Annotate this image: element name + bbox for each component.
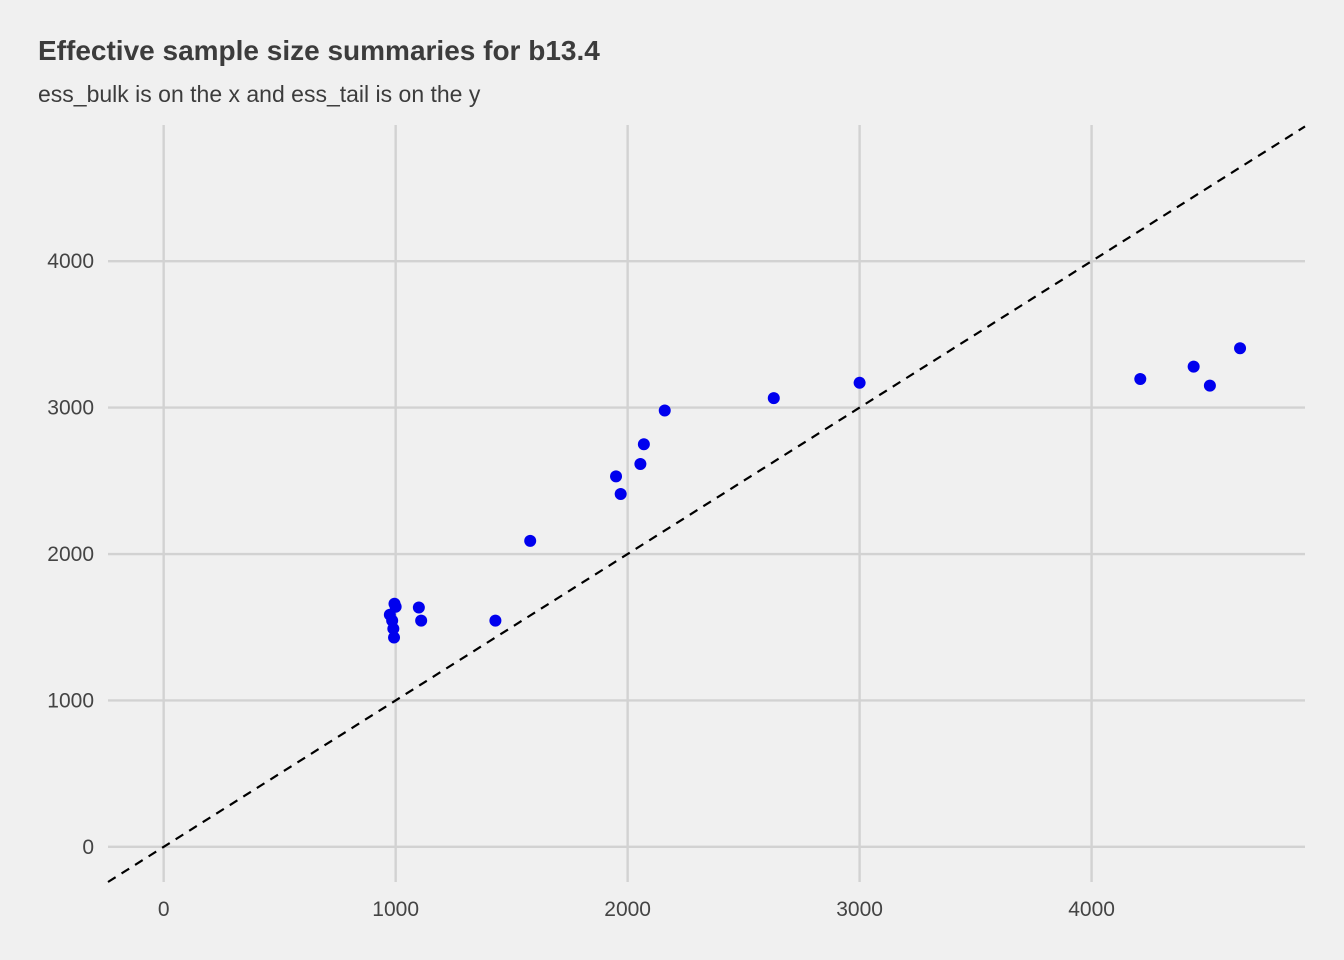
grid-lines <box>108 125 1305 882</box>
data-point <box>853 376 866 389</box>
chart-subtitle: ess_bulk is on the x and ess_tail is on … <box>38 81 481 107</box>
tick-labels: 0 1000 2000 3000 4000 0 1000 2000 3000 4000 <box>47 250 1115 921</box>
data-point <box>415 614 428 627</box>
x-tick-label: 2000 <box>604 898 651 921</box>
y-tick-label: 4000 <box>47 250 94 273</box>
data-point <box>637 438 650 451</box>
data-point <box>524 534 537 547</box>
y-tick-label: 2000 <box>47 543 94 566</box>
data-point <box>634 457 647 470</box>
data-point <box>1203 379 1216 392</box>
y-tick-label: 0 <box>82 836 94 859</box>
reference-line-group <box>107 125 1306 883</box>
y-tick-label: 1000 <box>47 689 94 712</box>
data-point <box>412 601 425 614</box>
x-tick-label: 0 <box>158 898 170 921</box>
data-point <box>1234 342 1247 355</box>
data-point <box>1134 373 1147 386</box>
chart-title: Effective sample size summaries for b13.… <box>38 35 600 66</box>
data-point <box>1187 360 1200 373</box>
data-points <box>383 342 1247 644</box>
data-point <box>388 631 401 644</box>
data-point <box>767 392 780 405</box>
data-point <box>658 404 671 417</box>
data-point <box>387 622 400 635</box>
data-point <box>614 487 627 500</box>
reference-line <box>107 125 1306 883</box>
x-tick-label: 4000 <box>1068 898 1115 921</box>
data-point <box>489 614 502 627</box>
data-point <box>389 600 402 613</box>
x-tick-label: 1000 <box>372 898 419 921</box>
data-point <box>610 470 623 483</box>
y-tick-label: 3000 <box>47 397 94 420</box>
x-tick-label: 3000 <box>836 898 883 921</box>
